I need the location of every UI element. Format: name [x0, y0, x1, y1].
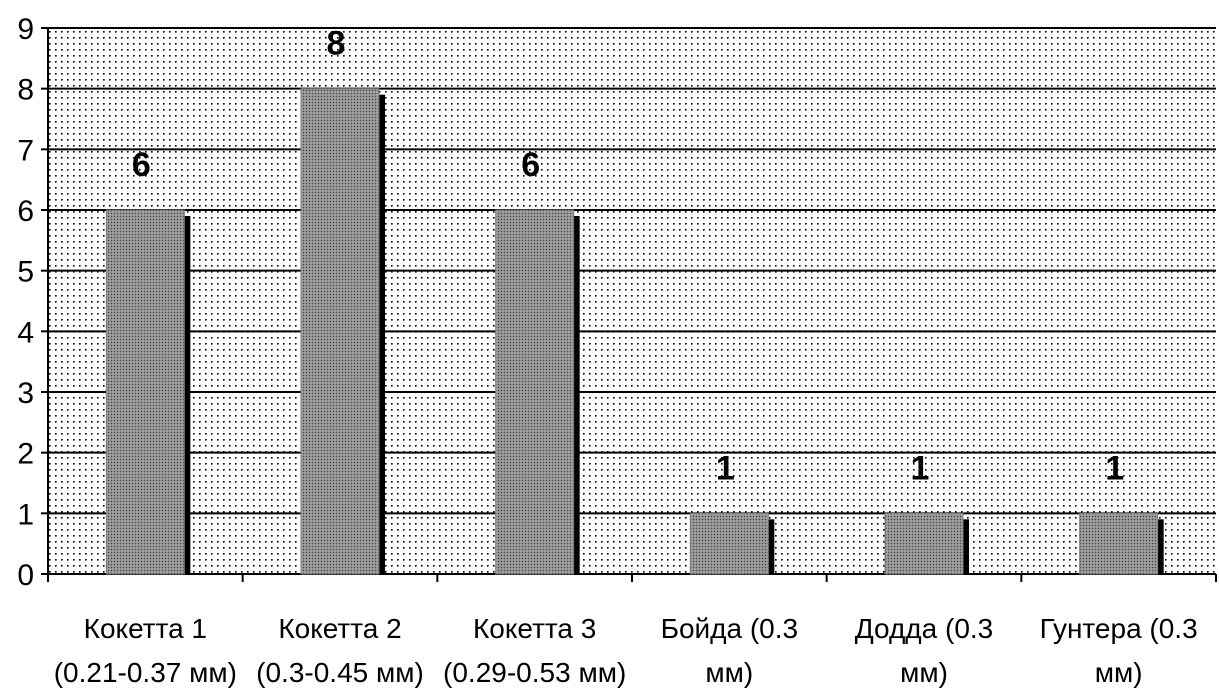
x-axis-category-labels: Кокетта 1 (0.21-0.37 мм) Кокетта 2 (0.3-0.4…: [54, 613, 1198, 688]
x-category-label: Кокетта 3: [473, 613, 596, 644]
x-category-label: мм): [900, 657, 948, 688]
plot-background: [48, 28, 1216, 574]
y-tick-label: 9: [17, 13, 34, 46]
data-labels: 6 8 6 1 1 1: [132, 25, 1124, 488]
data-label: 6: [521, 146, 540, 184]
bar: [105, 209, 185, 575]
axes: [41, 27, 1217, 582]
data-label: 1: [1105, 449, 1124, 487]
plot-area: [48, 28, 1216, 574]
x-category-label: (0.3-0.45 мм): [256, 657, 424, 688]
x-category-label: Гунтера (0.3: [1040, 613, 1198, 644]
bar: [300, 88, 380, 575]
y-tick-label: 3: [17, 377, 34, 410]
y-tick-label: 7: [17, 134, 34, 167]
x-category-label: Бойда (0.3: [661, 613, 799, 644]
y-tick-label: 8: [17, 74, 34, 107]
x-category-label: (0.21-0.37 мм): [54, 657, 237, 688]
y-tick-label: 1: [17, 498, 34, 531]
bar: [884, 512, 964, 575]
data-label: 1: [716, 449, 735, 487]
bar-shadow: [378, 94, 385, 575]
x-category-label: мм): [1095, 657, 1143, 688]
bar-shadow: [962, 519, 969, 574]
y-tick-label: 6: [17, 195, 34, 228]
y-axis-tick-labels: 0 1 2 3 4 5 6 7 8 9: [17, 13, 34, 592]
x-category-label: мм): [705, 657, 753, 688]
bar: [1079, 512, 1159, 575]
x-category-label: Кокетта 1: [84, 613, 207, 644]
bars: [105, 88, 1164, 575]
y-tick-label: 2: [17, 438, 34, 471]
y-tick-label: 4: [17, 316, 34, 349]
bar-shadow: [183, 216, 191, 574]
bar-shadow: [1156, 519, 1164, 574]
data-label: 8: [327, 25, 346, 63]
y-tick-label: 5: [17, 256, 34, 289]
x-category-label: (0.29-0.53 мм): [443, 657, 626, 688]
data-label: 6: [132, 146, 151, 184]
bar-shadow: [572, 216, 580, 574]
y-tick-label: 0: [17, 559, 34, 592]
gridlines: [48, 27, 1216, 575]
bar-shadow: [767, 519, 775, 574]
data-label: 1: [911, 449, 930, 487]
bar: [689, 512, 769, 575]
x-category-label: Кокетта 2: [278, 613, 401, 644]
x-category-label: Додда (0.3: [855, 613, 994, 644]
bar: [495, 209, 575, 575]
